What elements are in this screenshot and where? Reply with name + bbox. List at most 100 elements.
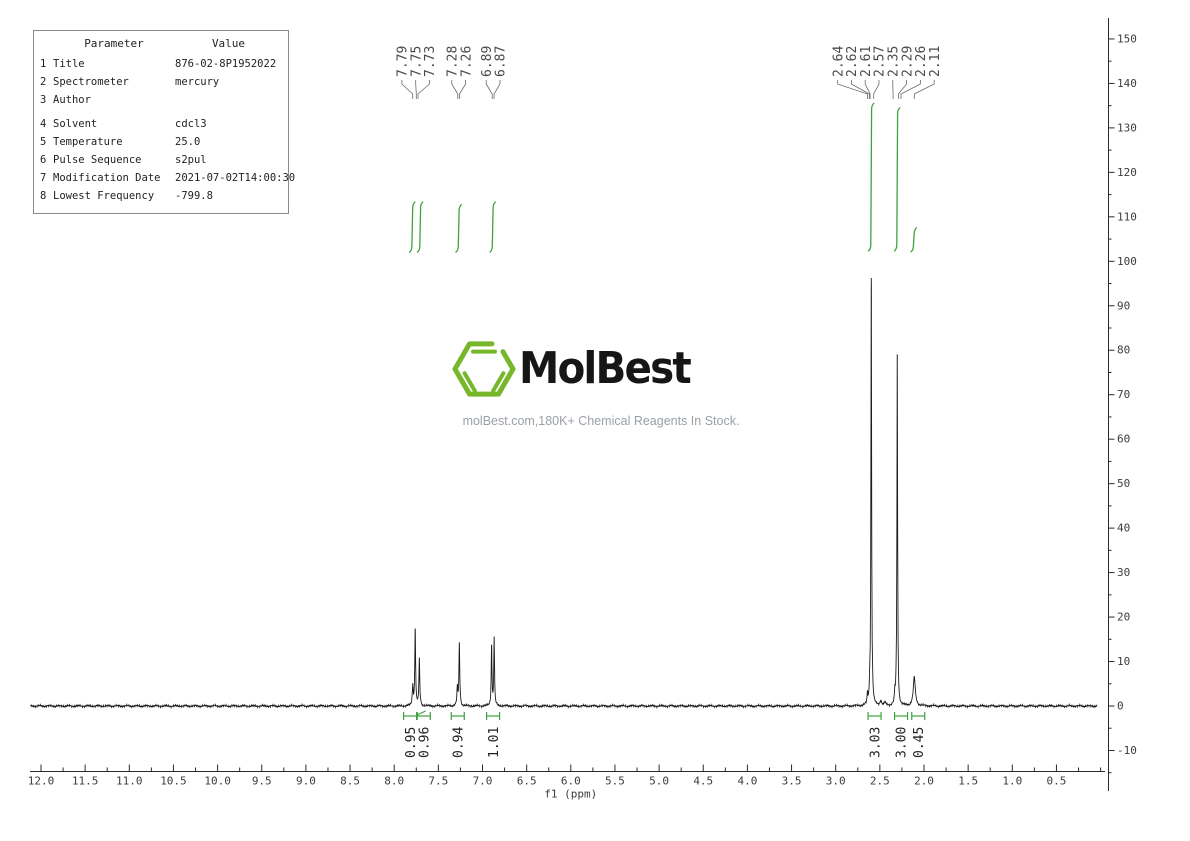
svg-text:90: 90 [1117,299,1130,312]
spectrum-trace [30,277,1098,710]
axes [30,18,1115,791]
svg-text:130: 130 [1117,121,1137,134]
peak-label-connector [415,80,417,99]
benzene-hexagon-icon [452,341,516,397]
integral-bracket-icon [402,710,426,720]
peak-shift-label: 2.64 [831,46,846,77]
svg-text:5.5: 5.5 [605,775,625,788]
svg-text:3.5: 3.5 [782,775,802,788]
svg-text:4.0: 4.0 [737,775,757,788]
axis-labels: 12.0 11.5 11.0 10.5 10.0 9.5 9.0 8.5 8.0 7.5 7.0 6.… [28,32,1137,800]
svg-text:0: 0 [1117,700,1124,713]
param-row: 4 Solvent cdcl3 [40,117,207,130]
peak-label-connector [401,80,414,99]
integral-value: 0.45 [912,727,927,758]
param-row: 3 Author [40,94,91,107]
svg-text:9.0: 9.0 [296,775,316,788]
header-parameter: Parameter [84,37,144,50]
svg-text:50: 50 [1117,477,1130,490]
logo-row: MolBest [452,338,750,400]
peak-label-connector [493,80,501,99]
integral-labels: 0.950.96 0.94 1.01 3.03 3.00 0.45 [402,710,927,758]
svg-text:9.5: 9.5 [252,775,272,788]
param-row: 8 Lowest Frequency -799.8 [40,190,213,203]
svg-text:110: 110 [1117,210,1137,223]
svg-text:20: 20 [1117,611,1130,624]
svg-text:40: 40 [1117,522,1130,535]
peak-label-connector [485,80,493,99]
peak-shift-label: 2.62 [845,46,860,77]
svg-text:12.0: 12.0 [28,775,55,788]
svg-text:10.0: 10.0 [204,775,231,788]
svg-text:2.0: 2.0 [914,775,934,788]
peak-label-connector [451,80,459,99]
peak-shift-label: 7.73 [423,46,438,77]
header-value: Value [211,37,246,50]
integral-bracket-icon [416,712,431,720]
peak-label-connector [851,80,870,99]
svg-text:1.0: 1.0 [1002,775,1022,788]
peak-shift-label: 2.57 [873,46,888,77]
logo-tagline: molBest.com,180K+ Chemical Reagents In S… [462,414,740,428]
svg-text:10.5: 10.5 [160,775,187,788]
header-spacer [40,36,53,52]
svg-text:140: 140 [1117,77,1137,90]
svg-text:5.0: 5.0 [649,775,669,788]
integral-value: 3.00 [895,727,910,758]
param-row: 2 Spectrometer mercury [40,76,220,89]
param-row: 1 Title 876-02-8P1952022 [40,58,277,70]
svg-text:-10: -10 [1117,744,1137,757]
peak-shift-label: 2.11 [928,46,943,77]
peak-shift-label: 2.61 [859,46,874,77]
integral-bracket-icon [867,712,882,720]
peak-labels: 7.797.757.73 7.287.26 6.896.87 2.642.622.61… [396,46,943,99]
svg-text:60: 60 [1117,433,1130,446]
svg-text:70: 70 [1117,388,1130,401]
integral-curves [408,102,918,253]
svg-text:7.5: 7.5 [428,775,448,788]
integral-value: 0.96 [418,727,433,758]
peak-shift-label: 7.79 [396,46,411,77]
parameter-rows: 1 Title 876-02-8P1952022 2 Spectrometer mercu… [40,55,296,206]
peak-label-connector [900,80,921,99]
param-row: 5 Temperature 25.0 [40,135,201,148]
integral-value: 0.94 [452,727,467,758]
svg-text:4.5: 4.5 [693,775,713,788]
peak-label-connector [417,80,430,99]
integral-bracket-icon [893,712,909,720]
svg-text:2.5: 2.5 [870,775,890,788]
param-row: 7 Modification Date 2021-07-02T14:00:30 [40,172,296,185]
svg-text:80: 80 [1117,344,1130,357]
parameter-table: Parameter Value 1 Title 876-02-8P1952022 2 S… [33,30,296,214]
svg-text:3.0: 3.0 [826,775,846,788]
peak-shift-label: 2.35 [887,46,902,77]
molbest-logo: MolBest molBest.com,180K+ Chemical Reage… [452,338,750,428]
peak-shift-label: 2.26 [914,46,929,77]
svg-text:11.5: 11.5 [72,775,99,788]
peak-shift-label: 6.89 [480,46,495,77]
peak-shift-label: 7.28 [446,46,461,77]
parameter-table-header: Parameter Value [40,36,282,52]
svg-text:1.5: 1.5 [958,775,978,788]
svg-text:150: 150 [1117,32,1137,45]
svg-text:100: 100 [1117,255,1137,268]
peak-label-connector [837,80,868,99]
svg-text:6.5: 6.5 [517,775,537,788]
peak-label-connector [459,80,466,99]
svg-text:8.5: 8.5 [340,775,360,788]
peak-shift-label: 7.26 [459,46,474,77]
svg-text:11.0: 11.0 [116,775,143,788]
svg-text:30: 30 [1117,566,1130,579]
svg-text:120: 120 [1117,166,1137,179]
svg-text:10: 10 [1117,655,1130,668]
integral-value: 3.03 [868,727,883,758]
integral-bracket-icon [911,712,926,720]
integral-bracket-icon [485,712,501,720]
peak-label-connector [864,80,871,99]
integral-value: 0.95 [404,727,419,758]
svg-text:8.0: 8.0 [384,775,404,788]
peak-shift-label: 2.29 [900,46,915,77]
peak-label-connector [898,80,907,99]
